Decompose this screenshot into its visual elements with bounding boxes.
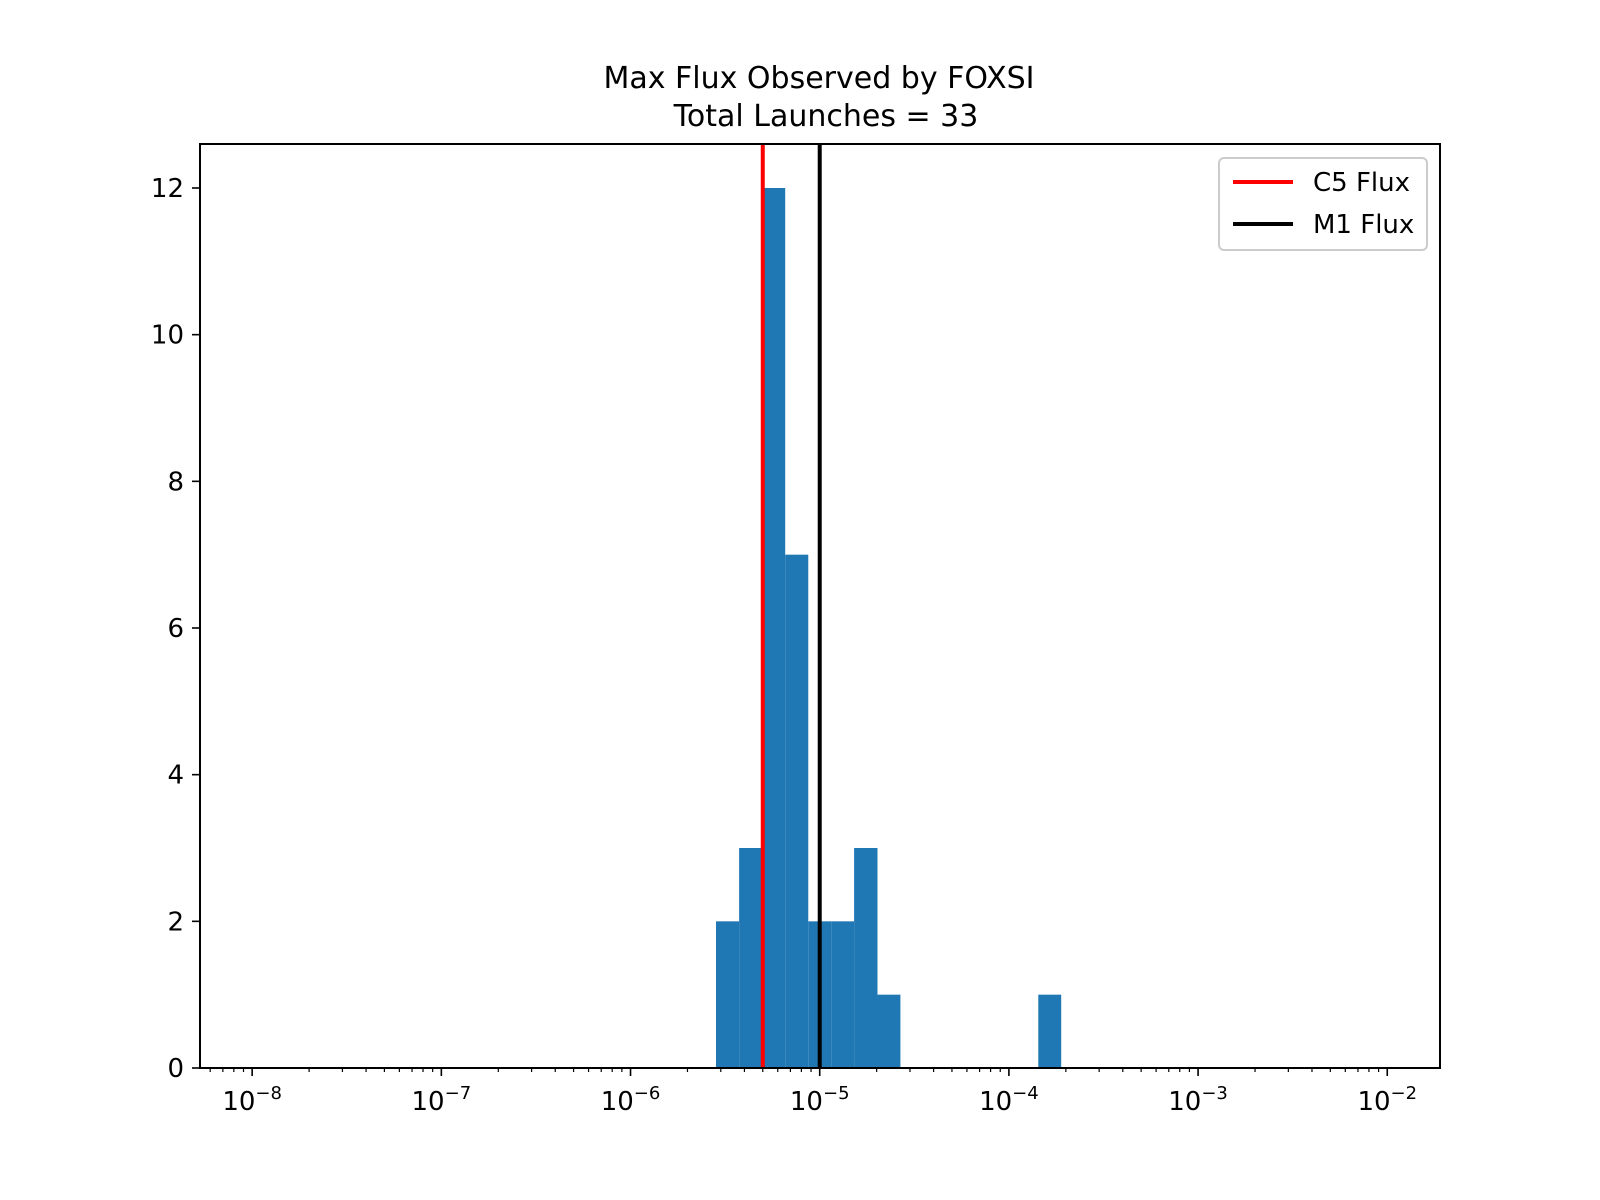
- x-tick-label: 10−8: [222, 1083, 282, 1117]
- x-axis-ticks: 10−8 10−7 10−6 10−5 10−4 10−3 10−2: [222, 1068, 1417, 1117]
- x-tick-label: 10−7: [412, 1083, 472, 1117]
- chart-title: Max Flux Observed by FOXSI: [603, 61, 1034, 96]
- y-tick-label: 10: [151, 321, 184, 351]
- histogram-bar: [716, 921, 740, 1068]
- legend-label: C5 Flux: [1313, 168, 1410, 198]
- chart-subtitle: Total Launches = 33: [673, 99, 979, 134]
- y-tick-label: 0: [167, 1054, 184, 1084]
- legend-label: M1 Flux: [1313, 210, 1414, 240]
- histogram-bar: [785, 554, 809, 1068]
- x-tick-label: 10−2: [1357, 1083, 1417, 1117]
- y-tick-label: 8: [167, 467, 184, 497]
- x-tick-label: 10−3: [1168, 1083, 1228, 1117]
- histogram-bars: [716, 188, 1062, 1068]
- reference-lines: [760, 144, 822, 1068]
- legend: C5 Flux M1 Flux: [1218, 157, 1428, 251]
- histogram-bar: [877, 994, 901, 1068]
- x-minor-ticks: [209, 1068, 1380, 1072]
- histogram-bar: [739, 848, 763, 1068]
- histogram-bar: [831, 921, 855, 1068]
- x-tick-label: 10−4: [979, 1083, 1039, 1117]
- y-tick-label: 12: [151, 174, 184, 204]
- x-tick-label: 10−5: [790, 1083, 850, 1117]
- y-tick-label: 4: [167, 761, 184, 791]
- histogram-bar: [1038, 994, 1062, 1068]
- histogram-bar: [762, 188, 786, 1068]
- histogram-bar: [854, 848, 878, 1068]
- y-axis-ticks: 0 2 4 6 8 10 12: [151, 174, 200, 1084]
- y-tick-label: 6: [167, 614, 184, 644]
- x-tick-label: 10−6: [601, 1083, 661, 1117]
- y-tick-label: 2: [167, 907, 184, 937]
